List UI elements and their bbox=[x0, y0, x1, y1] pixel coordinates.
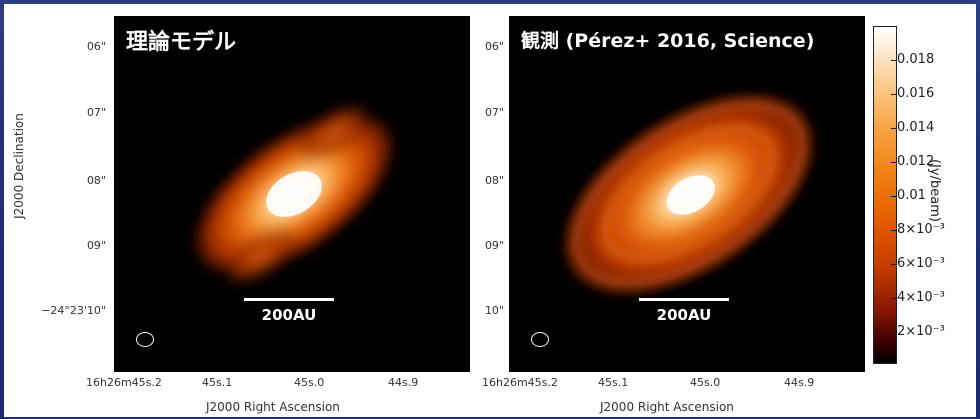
y-tick-label: 07" bbox=[484, 106, 504, 119]
scale-bar-label: 200AU bbox=[656, 306, 712, 324]
y-tick-label: 09" bbox=[86, 239, 106, 252]
colorbar-tick-label: 4×10⁻³ bbox=[891, 290, 945, 305]
x-tick-label: 45s.0 bbox=[294, 376, 325, 389]
colorbar-tick-label: 0.014 bbox=[890, 120, 935, 135]
model-disk-image bbox=[190, 99, 398, 289]
x-tick-label: 45s.0 bbox=[690, 376, 721, 389]
colorbar-tick-label: 6×10⁻³ bbox=[891, 256, 945, 271]
colorbar-tick-label: 0.018 bbox=[890, 52, 935, 67]
beam-ellipse bbox=[531, 332, 549, 347]
slide: 理論モデル 200AU bbox=[4, 4, 976, 417]
observation-disk-image bbox=[555, 87, 823, 301]
beam-ellipse bbox=[136, 332, 154, 347]
y-tick-label: 07" bbox=[86, 106, 106, 119]
y-tick-label: 08" bbox=[86, 174, 106, 187]
panel-title: 理論モデル bbox=[126, 30, 237, 55]
scale-bar-label: 200AU bbox=[261, 306, 317, 324]
scale-bar bbox=[639, 298, 729, 301]
x-tick-label: 45s.1 bbox=[202, 376, 233, 389]
x-tick-label: 16h26m45s.2 bbox=[482, 376, 558, 389]
x-axis-label: J2000 Right Ascension bbox=[600, 400, 734, 414]
y-tick-label: 06" bbox=[484, 40, 504, 53]
colorbar-tick-label: 2×10⁻³ bbox=[891, 324, 945, 339]
y-axis-label: J2000 Declination bbox=[12, 113, 26, 219]
panel-title: 観測 (Pérez+ 2016, Science) bbox=[521, 30, 815, 52]
y-tick-label: 09" bbox=[484, 239, 504, 252]
colorbar-tick-label: 8×10⁻³ bbox=[891, 222, 945, 237]
x-axis-label: J2000 Right Ascension bbox=[206, 400, 340, 414]
colorbar-tick-label: 0.012 bbox=[890, 154, 935, 169]
observation-image-panel: 観測 (Pérez+ 2016, Science) 200AU bbox=[509, 16, 865, 372]
colorbar-unit-label: (Jy/beam) bbox=[927, 159, 942, 222]
x-tick-label: 45s.1 bbox=[598, 376, 629, 389]
x-tick-label: 44s.9 bbox=[388, 376, 419, 389]
y-tick-label: 06" bbox=[86, 40, 106, 53]
scale-bar bbox=[244, 298, 334, 301]
colorbar-tick-label: 0.016 bbox=[890, 86, 935, 101]
model-image-panel: 理論モデル 200AU bbox=[114, 16, 470, 372]
y-tick-label: −24°23'10" bbox=[41, 304, 106, 317]
y-tick-label: 08" bbox=[484, 174, 504, 187]
colorbar bbox=[873, 26, 897, 364]
x-tick-label: 16h26m45s.2 bbox=[86, 376, 162, 389]
x-tick-label: 44s.9 bbox=[784, 376, 815, 389]
colorbar-tick-label: 0.01 bbox=[891, 188, 926, 203]
y-tick-label: 10" bbox=[484, 304, 504, 317]
